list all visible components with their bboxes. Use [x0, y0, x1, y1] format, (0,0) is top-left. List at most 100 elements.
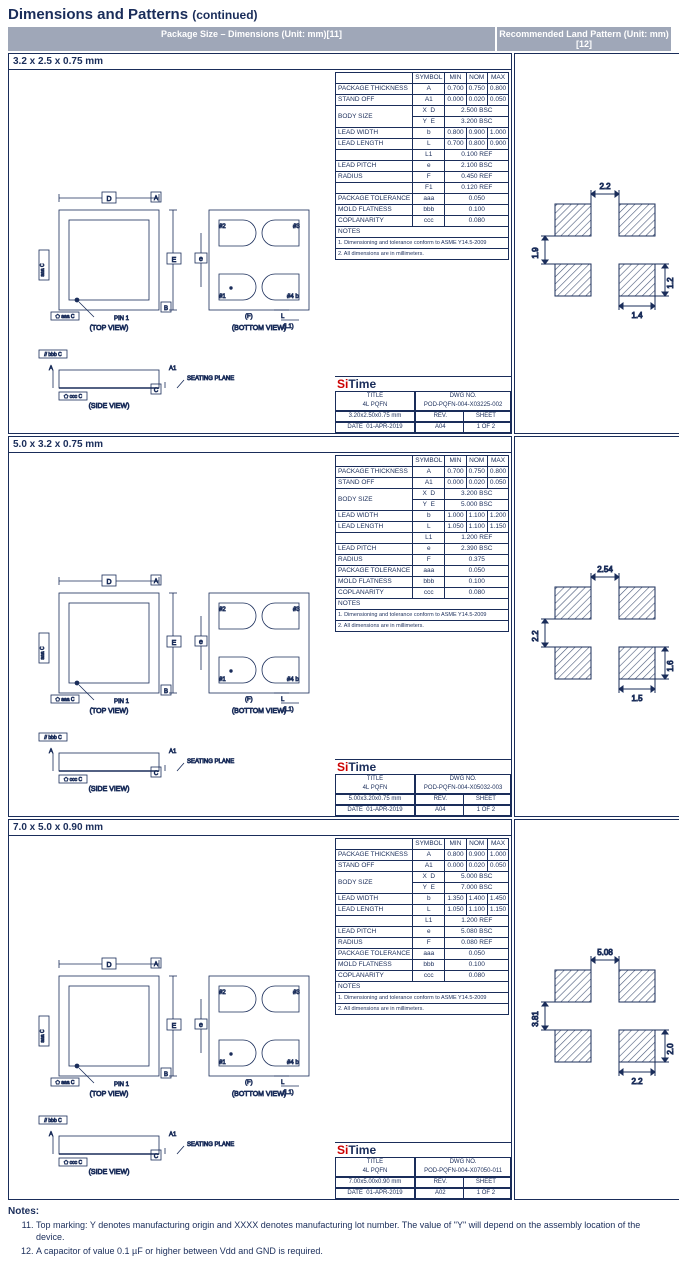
svg-text:(L1): (L1): [283, 324, 294, 330]
mechanical-drawing: (TOP VIEW) D E PIN 1 aaa C ⬠ aaa C A B: [9, 70, 335, 430]
svg-text:(BOTTOM VIEW): (BOTTOM VIEW): [232, 708, 286, 715]
svg-text:1.4: 1.4: [632, 311, 644, 320]
svg-text:E: E: [172, 257, 177, 264]
svg-text:A: A: [154, 196, 158, 202]
svg-text:#3: #3: [293, 990, 300, 996]
mechanical-drawing: (TOP VIEW) D E PIN 1 aaa C ⬠ aaa C A B: [9, 836, 335, 1196]
svg-text:⬠ ccc C: ⬠ ccc C: [64, 1160, 83, 1166]
svg-text:A: A: [49, 1132, 53, 1138]
svg-text:⬠ aaa C: ⬠ aaa C: [55, 1080, 74, 1086]
svg-text:#2: #2: [219, 607, 226, 613]
package-size-title: 5.0 x 3.2 x 0.75 mm: [9, 437, 511, 453]
svg-text:// bbb C: // bbb C: [44, 1118, 62, 1124]
svg-text:(SIDE VIEW): (SIDE VIEW): [89, 403, 130, 410]
svg-text:B: B: [164, 306, 168, 312]
title-block: SiTime TITLE4L PQFNDWG NO.POD-PQFN-004-X…: [335, 759, 511, 816]
package-row: 7.0 x 5.0 x 0.90 mm (TOP VIEW) D E PIN 1…: [8, 819, 671, 1200]
svg-text:A: A: [49, 366, 53, 372]
svg-text:#1: #1: [219, 1060, 226, 1066]
svg-text:E: E: [172, 1023, 177, 1030]
svg-text:(TOP VIEW): (TOP VIEW): [90, 325, 129, 332]
svg-text:2.0: 2.0: [666, 1042, 675, 1054]
svg-text:2.2: 2.2: [632, 1077, 644, 1086]
svg-text:SEATING PLANE: SEATING PLANE: [187, 376, 234, 382]
svg-text:SEATING PLANE: SEATING PLANE: [187, 1142, 234, 1148]
svg-text:(L1): (L1): [283, 707, 294, 713]
svg-text:PIN 1: PIN 1: [114, 316, 130, 322]
svg-text:A1: A1: [169, 366, 177, 372]
svg-text:#3: #3: [293, 607, 300, 613]
svg-text:(F): (F): [245, 697, 253, 703]
svg-text:// bbb C: // bbb C: [44, 352, 62, 358]
svg-text:(SIDE VIEW): (SIDE VIEW): [89, 786, 130, 793]
land-pattern-cell: 5.08 3.81 2.2 2.0: [514, 819, 679, 1200]
svg-text:C: C: [154, 1154, 159, 1160]
footnote-11: Top marking: Y denotes manufacturing ori…: [36, 1220, 671, 1243]
land-pattern: 5.08 3.81 2.2 2.0: [515, 920, 679, 1100]
svg-text:⬠ aaa C: ⬠ aaa C: [55, 314, 74, 320]
package-row: 3.2 x 2.5 x 0.75 mm (TOP VIEW) D E PIN 1…: [8, 53, 671, 434]
svg-text:aaa C: aaa C: [40, 263, 46, 277]
package-drawing-cell: 3.2 x 2.5 x 0.75 mm (TOP VIEW) D E PIN 1…: [8, 53, 512, 434]
svg-text:2.54: 2.54: [597, 565, 613, 574]
svg-text:1.9: 1.9: [531, 246, 540, 258]
footnotes: Notes: Top marking: Y denotes manufactur…: [8, 1206, 671, 1258]
svg-text:5.08: 5.08: [597, 948, 613, 957]
svg-text:1.5: 1.5: [632, 694, 644, 703]
svg-text:L: L: [281, 1080, 285, 1086]
footnotes-title: Notes:: [8, 1206, 671, 1217]
svg-text:A1: A1: [169, 1132, 177, 1138]
land-pattern: 2.2 1.9 1.4 1.2: [515, 154, 679, 334]
svg-text:#4 b: #4 b: [287, 677, 299, 683]
svg-text:#4 b: #4 b: [287, 294, 299, 300]
svg-text:D: D: [106, 962, 111, 969]
page-title: Dimensions and Patterns (continued): [8, 6, 671, 23]
svg-text:aaa C: aaa C: [40, 646, 46, 660]
header-dimensions: Package Size – Dimensions (Unit: mm)[11]: [8, 27, 495, 51]
land-pattern-cell: 2.54 2.2 1.5 1.6: [514, 436, 679, 817]
svg-text:⬠ ccc C: ⬠ ccc C: [64, 777, 83, 783]
svg-text:(F): (F): [245, 314, 253, 320]
svg-text:B: B: [164, 1072, 168, 1078]
svg-text:PIN 1: PIN 1: [114, 1082, 130, 1088]
svg-text:e: e: [199, 256, 203, 263]
svg-text:1.2: 1.2: [666, 276, 675, 288]
svg-text:#1: #1: [219, 677, 226, 683]
svg-text:A: A: [154, 579, 158, 585]
svg-text:1.6: 1.6: [666, 659, 675, 671]
spec-table: SYMBOLMINNOMMAX PACKAGE THICKNESSA0.8000…: [335, 838, 509, 1015]
spec-table: SYMBOLMINNOMMAX PACKAGE THICKNESSA0.7000…: [335, 72, 509, 260]
svg-text:C: C: [154, 771, 159, 777]
svg-text:A: A: [49, 749, 53, 755]
svg-text:⬠ aaa C: ⬠ aaa C: [55, 697, 74, 703]
column-headers: Package Size – Dimensions (Unit: mm)[11]…: [8, 27, 671, 51]
svg-text:(TOP VIEW): (TOP VIEW): [90, 1091, 129, 1098]
svg-text:e: e: [199, 1022, 203, 1029]
package-drawing-cell: 5.0 x 3.2 x 0.75 mm (TOP VIEW) D E PIN 1…: [8, 436, 512, 817]
svg-text:#2: #2: [219, 990, 226, 996]
svg-text:PIN 1: PIN 1: [114, 699, 130, 705]
land-pattern-cell: 2.2 1.9 1.4 1.2: [514, 53, 679, 434]
svg-text:2.2: 2.2: [531, 629, 540, 641]
svg-text:(F): (F): [245, 1080, 253, 1086]
svg-text:e: e: [199, 639, 203, 646]
mechanical-drawing: (TOP VIEW) D E PIN 1 aaa C ⬠ aaa C A B: [9, 453, 335, 813]
svg-text:(SIDE VIEW): (SIDE VIEW): [89, 1169, 130, 1176]
svg-text:A: A: [154, 962, 158, 968]
spec-table: SYMBOLMINNOMMAX PACKAGE THICKNESSA0.7000…: [335, 455, 509, 632]
svg-text:L: L: [281, 697, 285, 703]
svg-text:C: C: [154, 388, 159, 394]
svg-text:aaa C: aaa C: [40, 1029, 46, 1043]
svg-text:B: B: [164, 689, 168, 695]
svg-text:SEATING PLANE: SEATING PLANE: [187, 759, 234, 765]
svg-text:⬠ ccc C: ⬠ ccc C: [64, 394, 83, 400]
package-size-title: 3.2 x 2.5 x 0.75 mm: [9, 54, 511, 70]
svg-text:#4 b: #4 b: [287, 1060, 299, 1066]
svg-text:(TOP VIEW): (TOP VIEW): [90, 708, 129, 715]
svg-text:#3: #3: [293, 224, 300, 230]
svg-text:(L1): (L1): [283, 1090, 294, 1096]
svg-text:#2: #2: [219, 224, 226, 230]
svg-text:L: L: [281, 314, 285, 320]
svg-text:2.2: 2.2: [600, 182, 612, 191]
svg-text:#1: #1: [219, 294, 226, 300]
